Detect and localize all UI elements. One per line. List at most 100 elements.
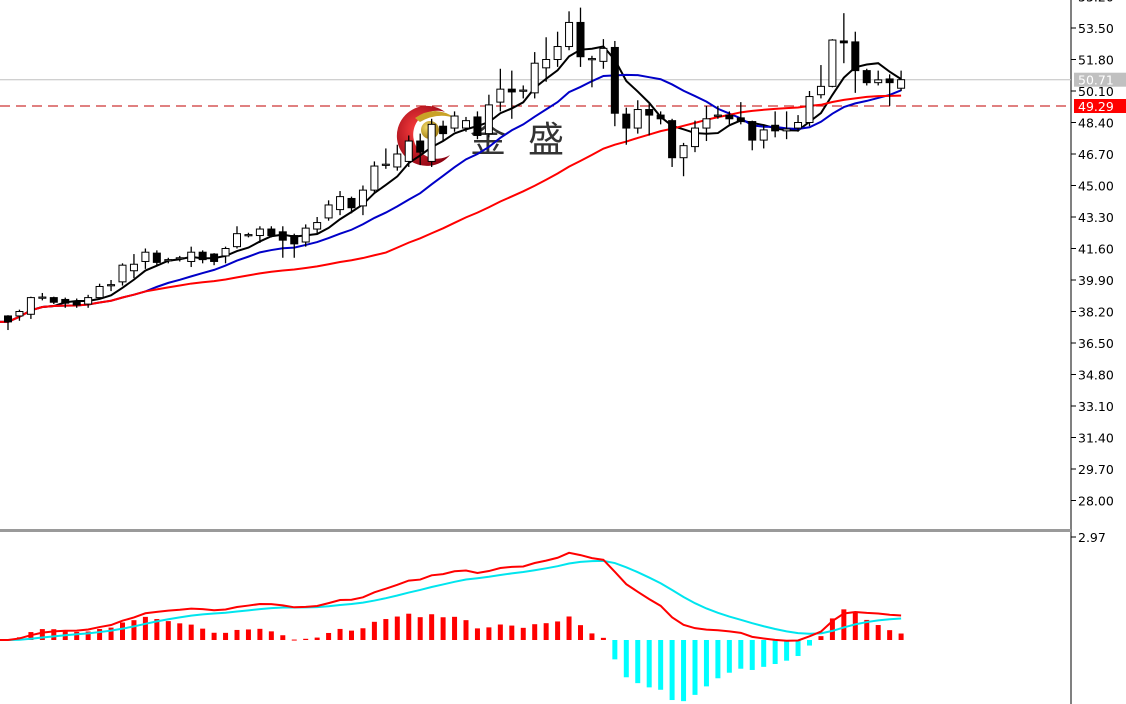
macd-hist-bar-negative — [738, 640, 744, 669]
candle — [771, 111, 780, 138]
candle — [587, 55, 596, 88]
bear-candle-body — [210, 253, 219, 262]
bull-candle-body — [599, 47, 608, 62]
macd-hist-bar-negative — [681, 640, 687, 702]
macd-hist-bar-positive — [303, 638, 309, 640]
bear-candle-body — [576, 21, 585, 58]
candle — [164, 257, 173, 264]
bull-candle-body — [393, 153, 402, 168]
macd-hist-bar-positive — [383, 619, 389, 640]
bear-candle-body — [771, 124, 780, 132]
candle — [702, 105, 711, 142]
macd-hist-bar-positive — [337, 628, 343, 640]
candle — [210, 253, 219, 266]
macd-hist-bar-negative — [658, 640, 664, 690]
bull-candle-body — [370, 165, 379, 191]
price-tick-label: 43.30 — [1078, 210, 1114, 225]
macd-hist-bar-positive — [131, 620, 137, 640]
candle — [393, 144, 402, 171]
macd-hist-bar-positive — [154, 619, 160, 640]
bear-candle-body — [656, 114, 665, 120]
macd-hist-bar-positive — [188, 624, 194, 640]
bear-candle-body — [290, 235, 299, 245]
candle — [336, 191, 345, 216]
candle — [507, 70, 516, 119]
bear-candle-body — [267, 228, 276, 237]
candle — [129, 254, 138, 279]
macd-hist-bar-negative — [807, 640, 812, 646]
candle — [736, 102, 745, 125]
macd-hist-bar-positive — [887, 630, 893, 640]
macd-tick-label: 2.97 — [1078, 530, 1106, 545]
bull-candle-body — [553, 46, 562, 60]
macd-signal-line — [0, 559, 902, 641]
macd-axis: 2.97 — [1071, 530, 1106, 545]
bull-candle-body — [175, 257, 184, 260]
candle — [107, 280, 116, 292]
bull-candle-body — [713, 114, 722, 117]
candle — [381, 148, 390, 169]
price-tick-label: 55.20 — [1078, 0, 1114, 5]
bull-candle-body — [164, 259, 173, 262]
bull-candle-body — [244, 234, 253, 237]
bear-candle-body — [347, 197, 356, 209]
bear-candle-body — [72, 300, 81, 306]
macd-hist-bar-positive — [85, 631, 91, 640]
price-tick-label: 46.70 — [1078, 147, 1114, 162]
candle — [404, 135, 413, 167]
candle — [565, 11, 574, 51]
price-tick-label: 48.40 — [1078, 116, 1114, 131]
macd-hist-bar-positive — [165, 621, 171, 640]
macd-hist-bar-positive — [898, 633, 904, 640]
candle — [118, 263, 127, 286]
bull-candle-body — [95, 285, 104, 299]
bull-candle-body — [129, 263, 138, 272]
price-tick-label: 39.90 — [1078, 273, 1114, 288]
candle — [267, 226, 276, 238]
macd-hist-bar-positive — [532, 624, 538, 640]
candle — [278, 226, 287, 258]
candle — [668, 118, 677, 167]
price-axis: 55.20 53.50 51.80 50.10 48.40 46.70 45.00 43.30… — [1071, 0, 1126, 509]
macd-hist-bar-positive — [440, 617, 446, 640]
bear-candle-body — [736, 117, 745, 123]
macd-hist-bar-positive — [349, 630, 354, 640]
candle — [313, 217, 322, 234]
candle — [622, 107, 631, 145]
macd-hist-bar-positive — [600, 637, 606, 640]
macd-hist-bar-positive — [326, 632, 332, 640]
bear-candle-body — [61, 298, 70, 304]
bear-candle-body — [507, 88, 516, 93]
bull-candle-body — [462, 120, 470, 129]
macd-hist-bar-positive — [200, 628, 206, 640]
candle — [26, 296, 35, 319]
candle — [358, 185, 367, 216]
bull-candle-body — [587, 58, 596, 61]
bear-candle-body — [49, 297, 58, 303]
macd-hist-bar-negative — [795, 640, 801, 657]
bull-candle-body — [794, 122, 803, 129]
bull-candle-body — [542, 59, 551, 69]
candle — [862, 68, 871, 86]
price-tick-label: 51.80 — [1078, 53, 1114, 68]
candle — [187, 246, 196, 268]
candle — [805, 91, 814, 127]
macd-hist-bar-positive — [841, 609, 847, 640]
candle — [141, 248, 150, 269]
candle — [301, 224, 310, 247]
bull-candle-body — [874, 79, 883, 84]
candle — [645, 103, 654, 136]
bull-candle-body — [633, 109, 642, 129]
bull-candle-body — [530, 62, 539, 94]
candle — [599, 39, 608, 69]
macd-hist-bar-positive — [566, 616, 572, 640]
macd-hist-bar-positive — [280, 635, 286, 640]
bear-candle-body — [862, 70, 871, 84]
candle — [462, 116, 470, 132]
panel-separator — [0, 529, 1071, 532]
candle — [4, 315, 12, 331]
price-tick-label: 53.50 — [1078, 21, 1114, 36]
candle — [885, 74, 894, 106]
price-tick-label: 34.80 — [1078, 368, 1114, 383]
current-price-badge — [1074, 72, 1126, 87]
